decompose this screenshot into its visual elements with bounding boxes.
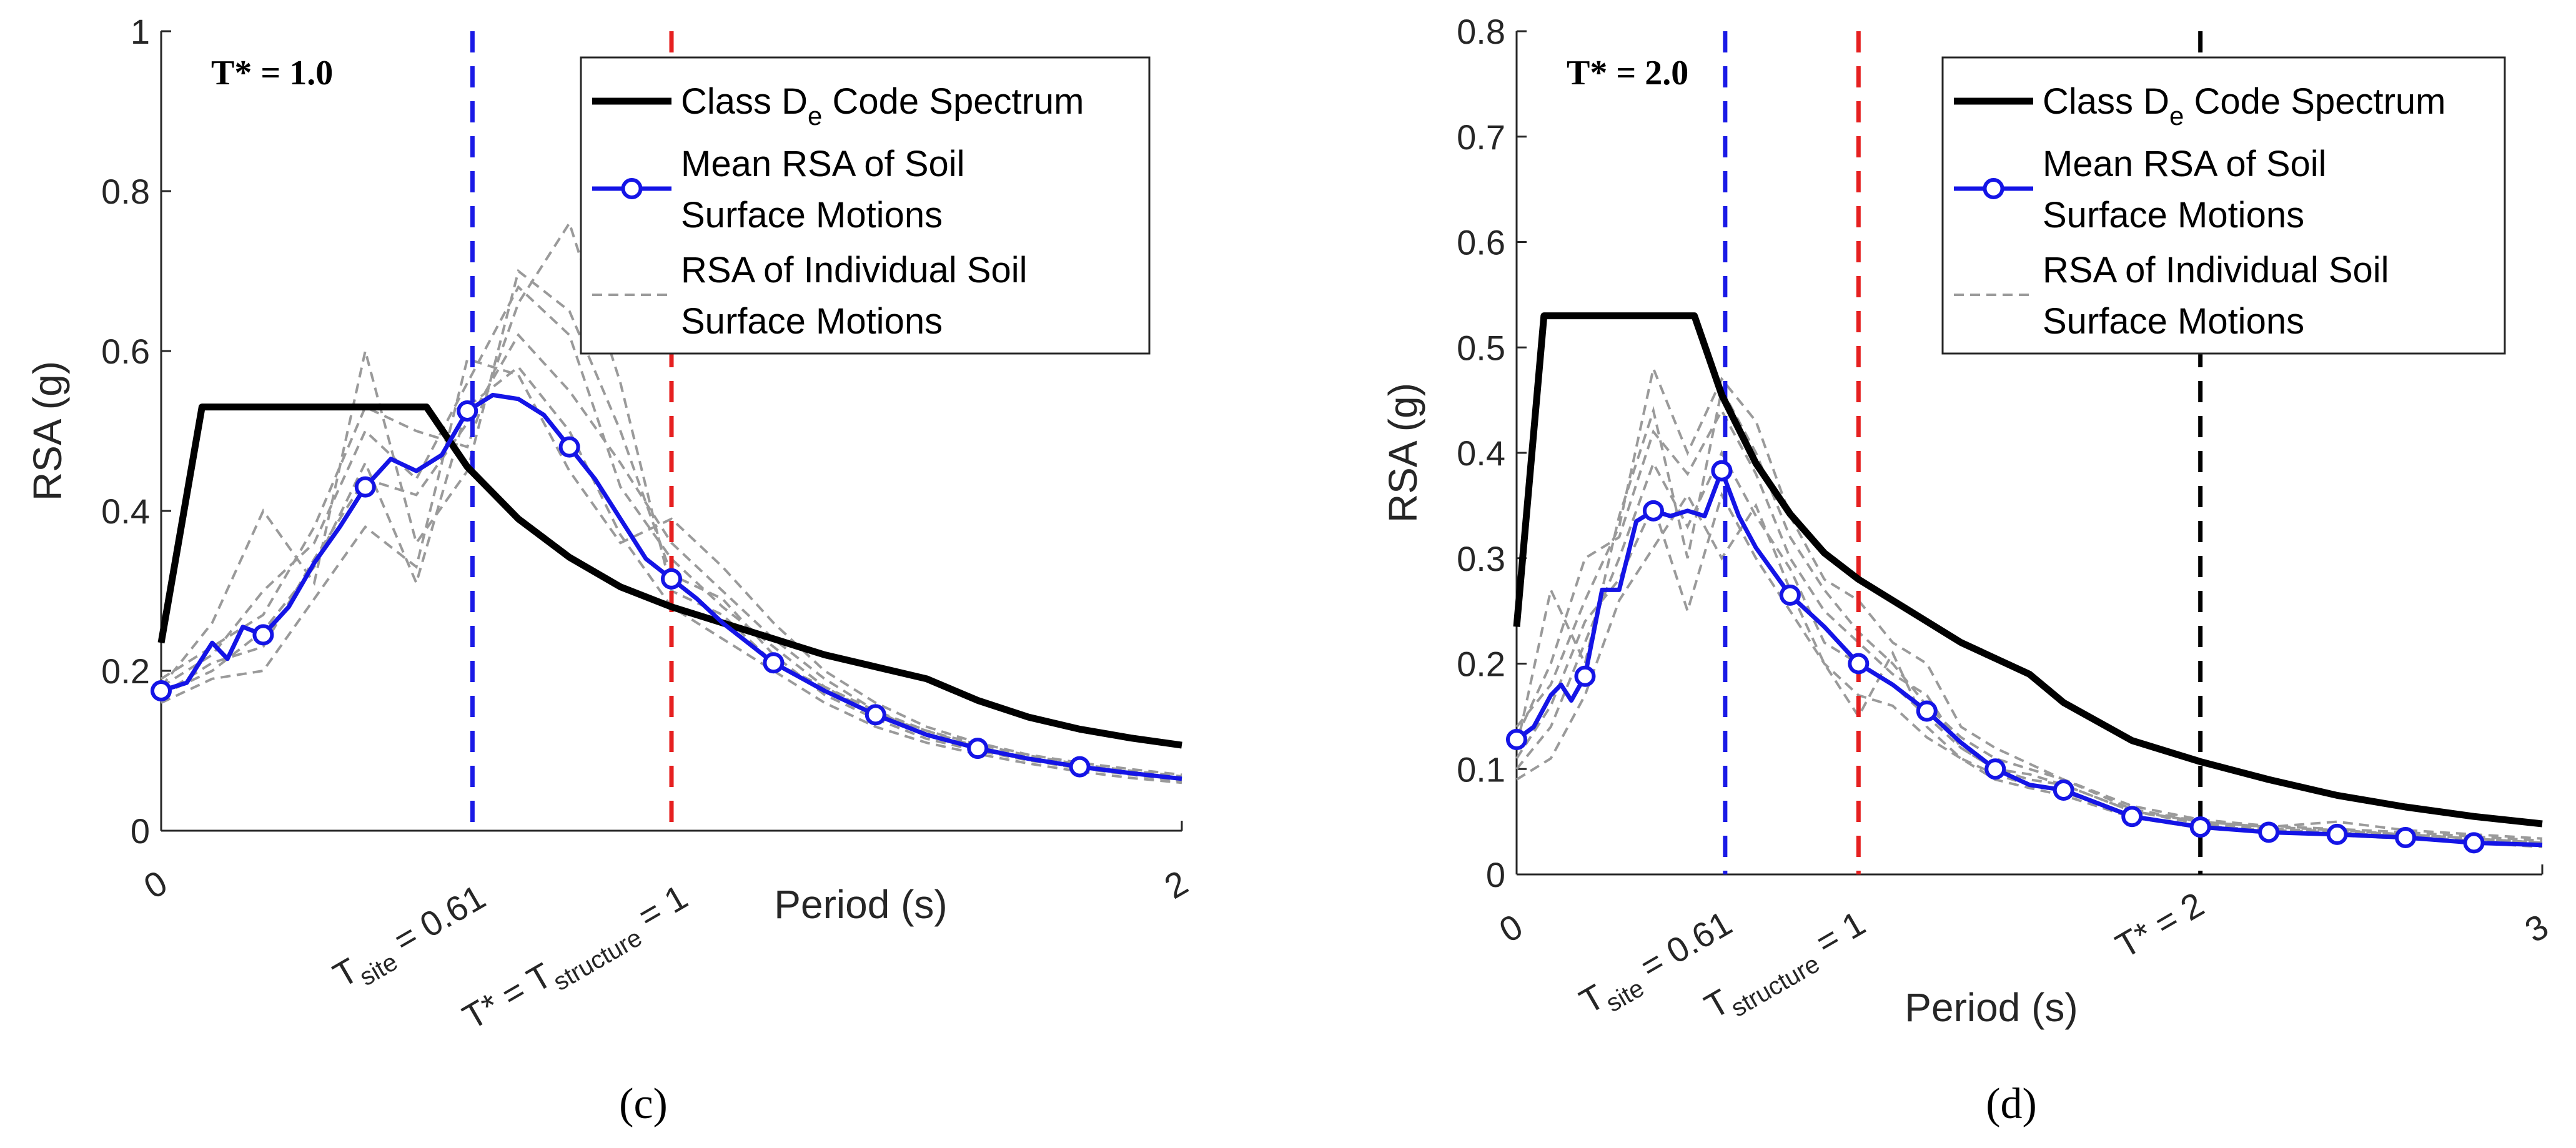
annotation-tstar: T* = 2.0 xyxy=(1567,54,1688,92)
series-mean-marker xyxy=(1574,665,1596,687)
legend-box xyxy=(1941,56,2506,355)
x-tick-label: 2 xyxy=(1158,863,1194,906)
series-mean-marker xyxy=(2326,823,2348,845)
series-individual-line xyxy=(1515,492,2543,846)
legend-label-individual: RSA of Individual Soil xyxy=(681,250,1028,290)
series-mean-marker xyxy=(967,738,989,760)
x-tick-label: 3 xyxy=(2519,906,2555,950)
y-tick-label: 0.3 xyxy=(1457,539,1505,578)
series-mean-marker xyxy=(151,680,172,701)
y-tick-label: 0.8 xyxy=(1457,12,1505,51)
series-mean-marker xyxy=(354,476,376,498)
vline-label: Tsite = 0.61 xyxy=(327,877,496,1002)
legend-label-code: Class De Code Spectrum xyxy=(681,81,1084,131)
x-tick-label: 0 xyxy=(1493,906,1529,950)
y-tick-label: 0.4 xyxy=(101,492,150,531)
x-axis-label: Period (s) xyxy=(774,882,947,927)
y-tick-label: 0.6 xyxy=(101,332,150,371)
series-mean-marker xyxy=(2053,779,2074,801)
y-tick-label: 0.2 xyxy=(1457,645,1505,684)
series-mean-marker xyxy=(1984,758,2006,780)
series-mean-marker xyxy=(1711,460,1733,482)
series-mean-marker xyxy=(1848,653,1870,675)
y-tick-label: 0.5 xyxy=(1457,328,1505,367)
annotation-tstar: T* = 1.0 xyxy=(211,54,333,92)
legend: Class De Code Spectrum Mean RSA of Soil Su… xyxy=(580,56,1151,355)
series-mean-marker xyxy=(2463,832,2485,854)
series-code-spectrum-line xyxy=(1513,312,2543,828)
y-axis-label: RSA (g) xyxy=(25,361,70,501)
panel-label: (c) xyxy=(619,1080,668,1128)
chart-panel-2: 0 0.1 0.2 0.3 0.4 0.5 0.6 0.7 0.8 0 3 RSA (g) Period… xyxy=(1380,12,2555,1128)
legend-swatch-mean-marker xyxy=(1983,178,2004,199)
series-individual-line xyxy=(161,357,1182,776)
series-mean-line xyxy=(160,392,1182,781)
series-mean-marker xyxy=(457,400,478,422)
legend-label-mean-2: Surface Motions xyxy=(681,195,943,235)
y-tick-label: 0.8 xyxy=(101,172,150,211)
legend: Class De Code Spectrum Mean RSA of Soil Su… xyxy=(1941,56,2506,355)
series-mean-marker xyxy=(763,652,785,674)
legend-label-code: Class De Code Spectrum xyxy=(2043,81,2445,131)
series-mean-marker xyxy=(2189,816,2211,838)
series-mean-marker xyxy=(1642,500,1664,522)
legend-label-mean: Mean RSA of Soil xyxy=(681,144,965,184)
y-tick-label: 0.6 xyxy=(1457,223,1505,262)
series-mean-marker xyxy=(864,704,886,726)
y-tick-label: 1 xyxy=(131,12,150,51)
series-individual-line xyxy=(1515,364,2543,840)
series-mean-marker xyxy=(252,624,274,646)
legend-label-individual-2: Surface Motions xyxy=(681,301,943,342)
series-mean-marker xyxy=(1916,700,1938,722)
series-mean-marker xyxy=(558,436,580,458)
y-tick-label: 0.7 xyxy=(1457,117,1505,157)
y-tick-label: 0 xyxy=(1486,855,1505,894)
y-tick-label: 0.4 xyxy=(1457,433,1505,473)
series-mean-marker xyxy=(1069,756,1091,778)
series-mean-marker xyxy=(2395,826,2417,848)
legend-box xyxy=(580,56,1151,355)
legend-label-individual-2: Surface Motions xyxy=(2043,301,2304,342)
y-axis-label: RSA (g) xyxy=(1380,383,1425,523)
x-axis-label: Period (s) xyxy=(1905,985,2078,1030)
x-tick-label: 0 xyxy=(137,863,174,906)
series-mean-marker xyxy=(1779,584,1801,606)
series-individual-line xyxy=(1515,408,2543,844)
vline-label: T* = Tstructure = 1 xyxy=(456,877,698,1044)
legend-label-mean: Mean RSA of Soil xyxy=(2043,144,2327,184)
legend-label-individual: RSA of Individual Soil xyxy=(2043,250,2389,290)
legend-swatch-mean-marker xyxy=(621,178,643,199)
chart-panel-1: 0 0.2 0.4 0.6 0.8 1 0 2 RSA (g) Period (s) T* = 1.… xyxy=(25,12,1194,1128)
y-tick-label: 0 xyxy=(131,811,150,851)
series-mean-marker xyxy=(661,568,682,590)
series-mean-marker xyxy=(1506,729,1527,750)
series-mean-marker xyxy=(2258,821,2280,843)
series-code-spectrum-line xyxy=(157,403,1182,749)
y-tick-label: 0.2 xyxy=(101,651,150,691)
vline-label: T* = 2 xyxy=(2109,884,2210,966)
series-individual-line xyxy=(1515,385,2543,842)
panel-label: (d) xyxy=(1986,1080,2037,1128)
y-tick-label: 0.1 xyxy=(1457,750,1505,789)
legend-label-mean-2: Surface Motions xyxy=(2043,195,2304,235)
series-mean-marker xyxy=(2121,806,2143,828)
series-mean-line xyxy=(1515,468,2543,848)
